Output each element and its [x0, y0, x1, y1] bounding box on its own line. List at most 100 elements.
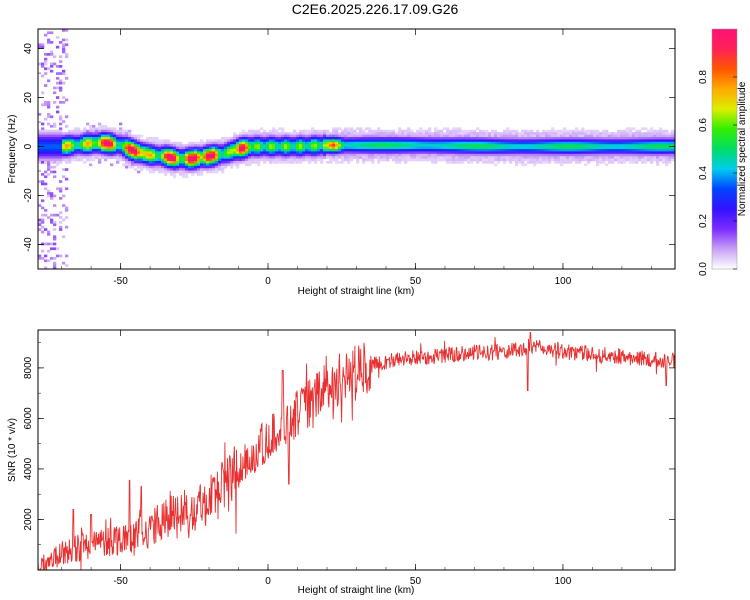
heatmap-cell: [419, 129, 423, 133]
heatmap-cell: [563, 156, 567, 159]
heatmap-cell: [434, 156, 438, 159]
heatmap-cell: [461, 132, 465, 135]
heatmap-cell: [95, 134, 99, 138]
heatmap-cell: [89, 149, 93, 152]
heatmap-cell: [374, 134, 378, 138]
heatmap-cell: [293, 161, 297, 164]
heatmap-cell: [362, 139, 366, 143]
heatmap-cell: [92, 129, 96, 133]
heatmap-cell: [128, 141, 132, 145]
heatmap-cell: [398, 137, 402, 140]
heatmap-cell: [353, 129, 357, 133]
heatmap-cell: [542, 149, 546, 152]
heatmap-cell: [131, 146, 135, 150]
heatmap-cell: [50, 53, 54, 56]
heatmap-cell: [41, 151, 45, 155]
heatmap-cell: [320, 132, 324, 135]
heatmap-cell: [197, 163, 201, 167]
heatmap-cell: [527, 146, 531, 150]
heatmap-cell: [389, 129, 393, 133]
heatmap-cell: [599, 144, 603, 147]
heatmap-cell: [428, 144, 432, 147]
heatmap-cell: [41, 218, 45, 222]
heatmap-cell: [56, 86, 60, 90]
heatmap-cell: [395, 156, 399, 159]
heatmap-cell: [530, 141, 534, 145]
heatmap-cell: [563, 146, 567, 150]
heatmap-cell: [587, 156, 591, 159]
heatmap-cell: [359, 141, 363, 145]
heatmap-cell: [461, 161, 465, 164]
heatmap-cell: [95, 146, 99, 150]
heatmap-cell: [41, 149, 45, 152]
heatmap-cell: [239, 137, 243, 140]
heatmap-cell: [386, 129, 390, 133]
heatmap-cell: [155, 156, 159, 159]
heatmap-cell: [470, 141, 474, 145]
heatmap-cell: [497, 156, 501, 159]
heatmap-cell: [38, 137, 42, 140]
heatmap-cell: [389, 156, 393, 159]
heatmap-cell: [80, 151, 84, 155]
heatmap-cell: [548, 158, 552, 162]
heatmap-cell: [482, 129, 486, 133]
heatmap-cell: [41, 74, 45, 78]
heatmap-cell: [515, 163, 519, 167]
heatmap-cell: [107, 132, 111, 135]
heatmap-cell: [149, 161, 153, 164]
heatmap-cell: [245, 132, 249, 135]
heatmap-cell: [233, 153, 237, 157]
heatmap-cell: [362, 129, 366, 133]
heatmap-cell: [374, 141, 378, 145]
heatmap-cell: [170, 146, 174, 150]
heatmap-cell: [173, 173, 177, 176]
heatmap-cell: [215, 149, 219, 152]
heatmap-cell: [587, 132, 591, 135]
heatmap-cell: [92, 141, 96, 145]
heatmap-cell: [104, 153, 108, 157]
heatmap-cell: [668, 153, 672, 157]
heatmap-cell: [359, 132, 363, 135]
heatmap-cell: [266, 151, 270, 155]
heatmap-cell: [596, 163, 600, 167]
heatmap-cell: [629, 158, 633, 162]
heatmap-cell: [92, 132, 96, 135]
heatmap-cell: [65, 144, 69, 147]
heatmap-cell: [65, 168, 69, 171]
heatmap-cell: [389, 153, 393, 157]
heatmap-cell: [305, 141, 309, 145]
heatmap-cell: [368, 151, 372, 155]
heatmap-cell: [416, 141, 420, 145]
heatmap-cell: [158, 165, 162, 169]
heatmap-cell: [176, 141, 180, 145]
heatmap-cell: [425, 141, 429, 145]
heatmap-cell: [563, 132, 567, 135]
heatmap-cell: [254, 158, 258, 162]
heatmap-cell: [131, 158, 135, 162]
heatmap-cell: [287, 146, 291, 150]
heatmap-cell: [158, 144, 162, 147]
heatmap-cell: [95, 127, 99, 131]
heatmap-cell: [59, 79, 63, 83]
heatmap-cell: [59, 60, 63, 63]
heatmap-cell: [98, 127, 102, 131]
heatmap-cell: [632, 161, 636, 164]
heatmap-cell: [107, 129, 111, 133]
heatmap-cell: [326, 144, 330, 147]
heatmap-cell: [377, 161, 381, 164]
heatmap-cell: [80, 149, 84, 152]
heatmap-cell: [431, 141, 435, 145]
heatmap-cell: [269, 151, 273, 155]
heatmap-cell: [44, 156, 48, 159]
heatmap-cell: [560, 134, 564, 138]
heatmap-cell: [557, 149, 561, 152]
heatmap-cell: [434, 161, 438, 164]
heatmap-cell: [500, 153, 504, 157]
heatmap-cell: [77, 156, 81, 159]
heatmap-cell: [563, 137, 567, 140]
heatmap-cell: [509, 134, 513, 138]
heatmap-cell: [389, 139, 393, 143]
heatmap-cell: [53, 125, 57, 128]
heatmap-cell: [38, 257, 42, 260]
heatmap-cell: [116, 153, 120, 157]
